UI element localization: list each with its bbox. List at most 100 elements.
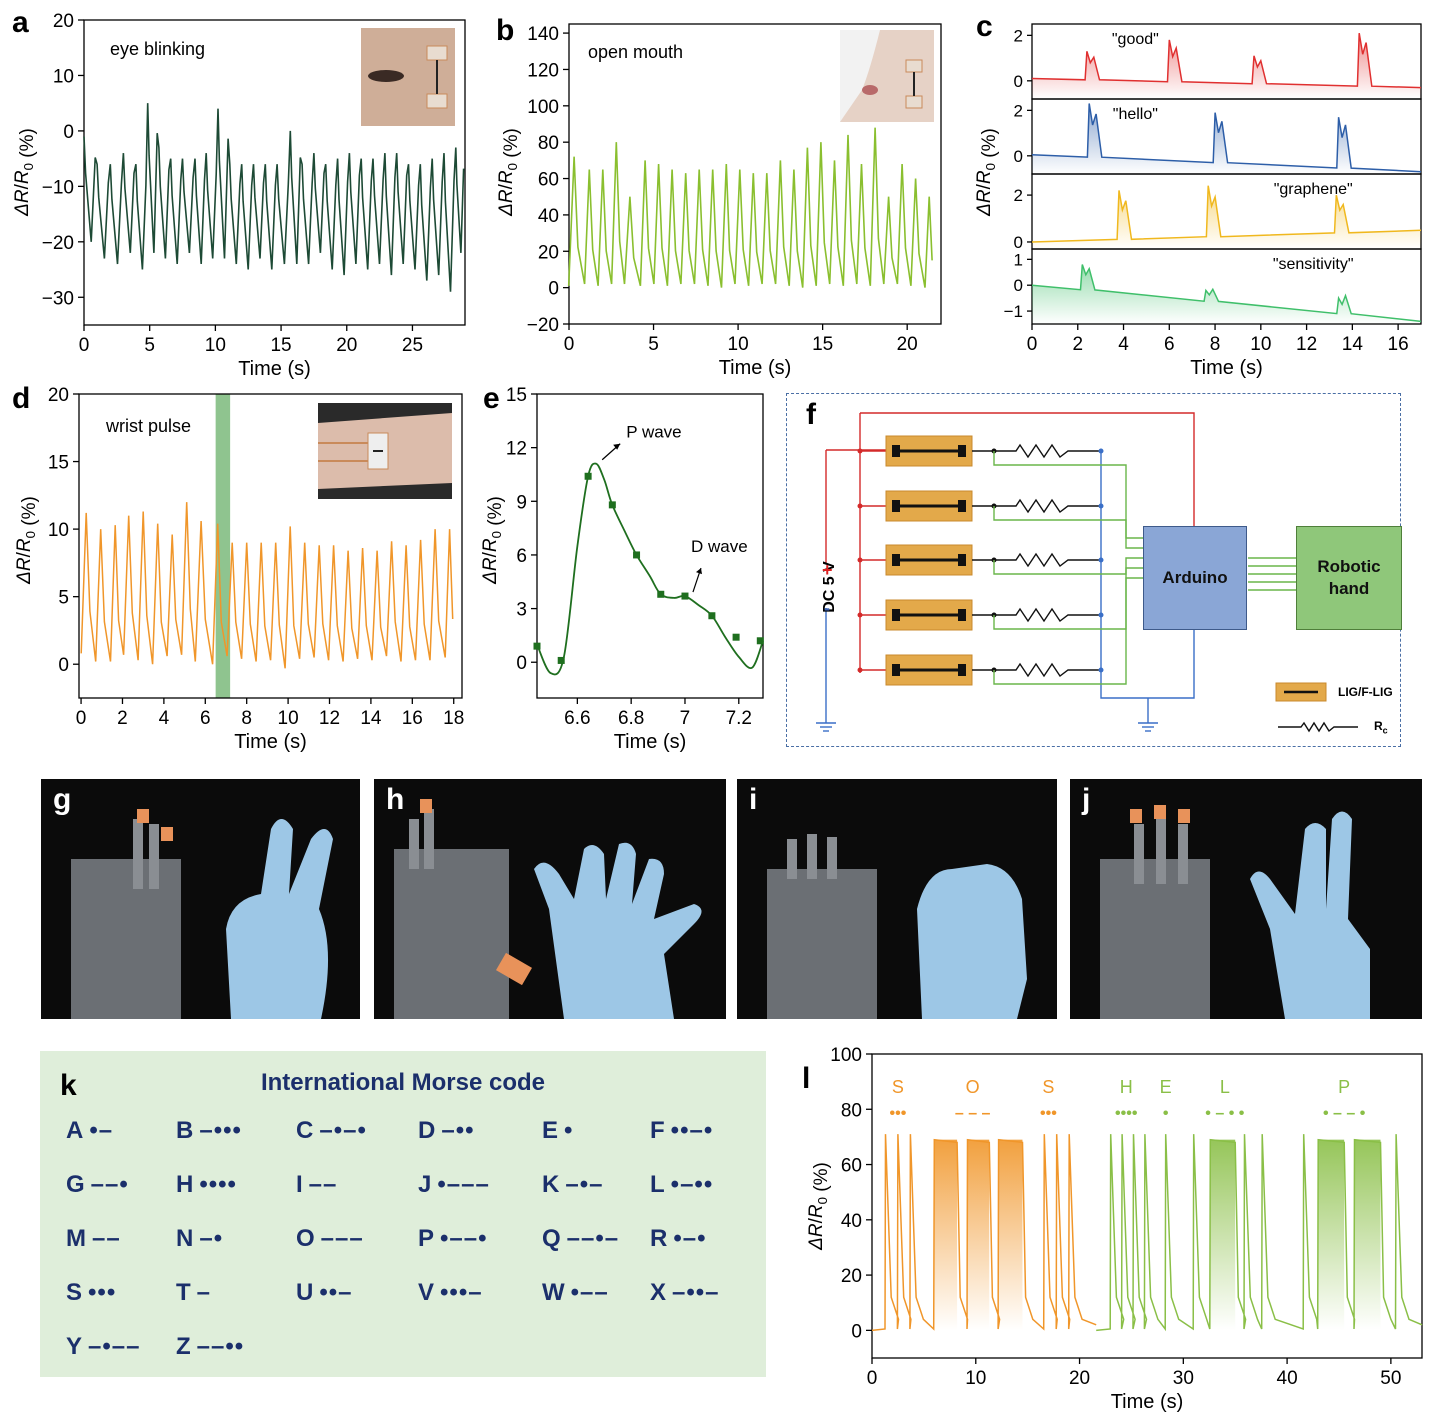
morse-code: –– (308, 1171, 338, 1198)
sensor-pad (958, 609, 966, 621)
morse-item-y: Y –•–– (66, 1333, 140, 1361)
morse-item-j: J •––– (418, 1171, 490, 1199)
chart-speech: 02 "good"02 "hello"02 "graphene"−101 "sensit… (974, 23, 1422, 379)
morse-item-o: O ––– (296, 1225, 364, 1253)
y-tick-label: 0 (516, 653, 527, 674)
resistor (994, 443, 1101, 459)
morse-letter: W (542, 1279, 565, 1306)
y-axis-label-part: / (480, 551, 501, 557)
x-axis-label: Time (s) (719, 357, 792, 379)
series-line (1031, 32, 1422, 89)
morse-letter: B (176, 1117, 194, 1144)
chart-pulse-detail: 6.6 6.8 7 7.2 0 3 6 9 12 15 Time (s) P wave D wave ΔR… (480, 385, 764, 753)
annotation-label: open mouth (588, 42, 683, 62)
x-tick-label: 0 (867, 1368, 878, 1389)
x-tick-label: 14 (360, 708, 382, 729)
sensor-pad (958, 664, 966, 676)
morse-letter: I (296, 1171, 303, 1198)
y-tick-label: 6 (516, 546, 527, 567)
morse-item-f: F ••–• (650, 1117, 713, 1145)
morse-letter: K (542, 1171, 560, 1198)
photo-g-letter: g (53, 783, 72, 816)
photo-j: j (1070, 779, 1422, 1019)
y-tick-label: 140 (527, 24, 559, 45)
y-axis-label-part: (%) (17, 128, 38, 163)
morse-code: •– (89, 1117, 114, 1144)
junction-dot (1098, 612, 1104, 618)
y-axis-label-part: 0 (983, 163, 998, 170)
x-tick-label: 12 (1296, 334, 1317, 355)
series-line (1031, 103, 1422, 173)
y-axis-label-part: R (974, 170, 995, 184)
morse-letter: Z (176, 1333, 191, 1360)
arduino-box: Arduino (1143, 526, 1247, 630)
y-axis-label-part: 0 (23, 531, 38, 538)
morse-letter: N (176, 1225, 194, 1252)
morse-letter-label: H (1120, 1077, 1133, 1097)
morse-code: ––– (320, 1225, 364, 1252)
series-label: "graphene" (1274, 181, 1353, 198)
morse-letter: M (66, 1225, 86, 1252)
x-tick-label: 6.6 (564, 708, 590, 729)
panel-letter-c: c (976, 10, 993, 43)
x-tick-label: 7.2 (726, 708, 752, 729)
x-tick-label: 40 (1277, 1368, 1298, 1389)
morse-code: –•• (441, 1117, 475, 1144)
plot-frame (78, 393, 463, 699)
morse-item-h: H •••• (176, 1171, 237, 1199)
y-axis-label-part: R (12, 170, 33, 184)
legend-rc-main: R (1374, 719, 1383, 733)
morse-letter: S (66, 1279, 83, 1306)
y-axis-label-part: / (806, 1217, 827, 1223)
dash-fill (998, 1139, 1023, 1331)
y-tick-label: 0 (1014, 147, 1023, 166)
x-axis-label: Time (s) (614, 731, 687, 753)
x-axis-label: Time (s) (1111, 1391, 1184, 1413)
junction-dot (857, 448, 863, 454)
y-tick-label: 20 (841, 1266, 862, 1287)
y-tick-label: 80 (841, 1100, 862, 1121)
y-axis-label-part: ΔR (480, 557, 501, 585)
y-axis-label-part: R (496, 170, 517, 184)
annotation-label: eye blinking (110, 39, 205, 59)
x-tick-label: 25 (402, 335, 423, 356)
y-axis-label: ΔR/R0 (%) (806, 1162, 832, 1251)
y-axis-label-part: ΔR (974, 189, 995, 217)
photo-i-letter: i (749, 783, 758, 816)
morse-code-label: ••• (890, 1105, 907, 1122)
morse-code-label: • – • • (1205, 1105, 1244, 1122)
junction-dot (857, 557, 863, 563)
series-line (83, 103, 465, 292)
dash-fill (934, 1139, 958, 1331)
series-area (1032, 264, 1421, 324)
resistor (994, 662, 1101, 678)
x-tick-label: 20 (336, 335, 357, 356)
x-tick-label: 2 (1072, 334, 1083, 355)
x-tick-label: 18 (443, 708, 464, 729)
sensor-pad (892, 609, 900, 621)
y-axis-label: ΔR/R0 (%) (496, 128, 522, 217)
y-axis-label-part: 0 (489, 531, 504, 538)
y-tick-label: 2 (1014, 186, 1023, 205)
x-tick-label: 16 (402, 708, 423, 729)
photo-h: h (374, 779, 726, 1019)
morse-letter: O (296, 1225, 315, 1252)
annotation-arrowhead (695, 568, 702, 575)
morse-letter: X (650, 1279, 667, 1306)
morse-letter: F (650, 1117, 665, 1144)
x-tick-label: 20 (1069, 1368, 1090, 1389)
photo-i: i (737, 779, 1057, 1019)
x-tick-label: 0 (79, 335, 90, 356)
x-tick-label: 7 (680, 708, 691, 729)
y-axis-label-part: 0 (21, 163, 36, 170)
robotic-hand-label: Robotic hand (1317, 557, 1381, 598)
plot-frame (871, 1053, 1423, 1359)
series-line-green (1096, 1134, 1423, 1332)
x-tick-label: 10 (965, 1368, 986, 1389)
panel-letter-d: d (12, 382, 31, 415)
y-tick-label: 80 (538, 133, 559, 154)
resistor (994, 552, 1101, 568)
morse-code: • (564, 1117, 574, 1144)
y-tick-label: 10 (53, 66, 74, 87)
